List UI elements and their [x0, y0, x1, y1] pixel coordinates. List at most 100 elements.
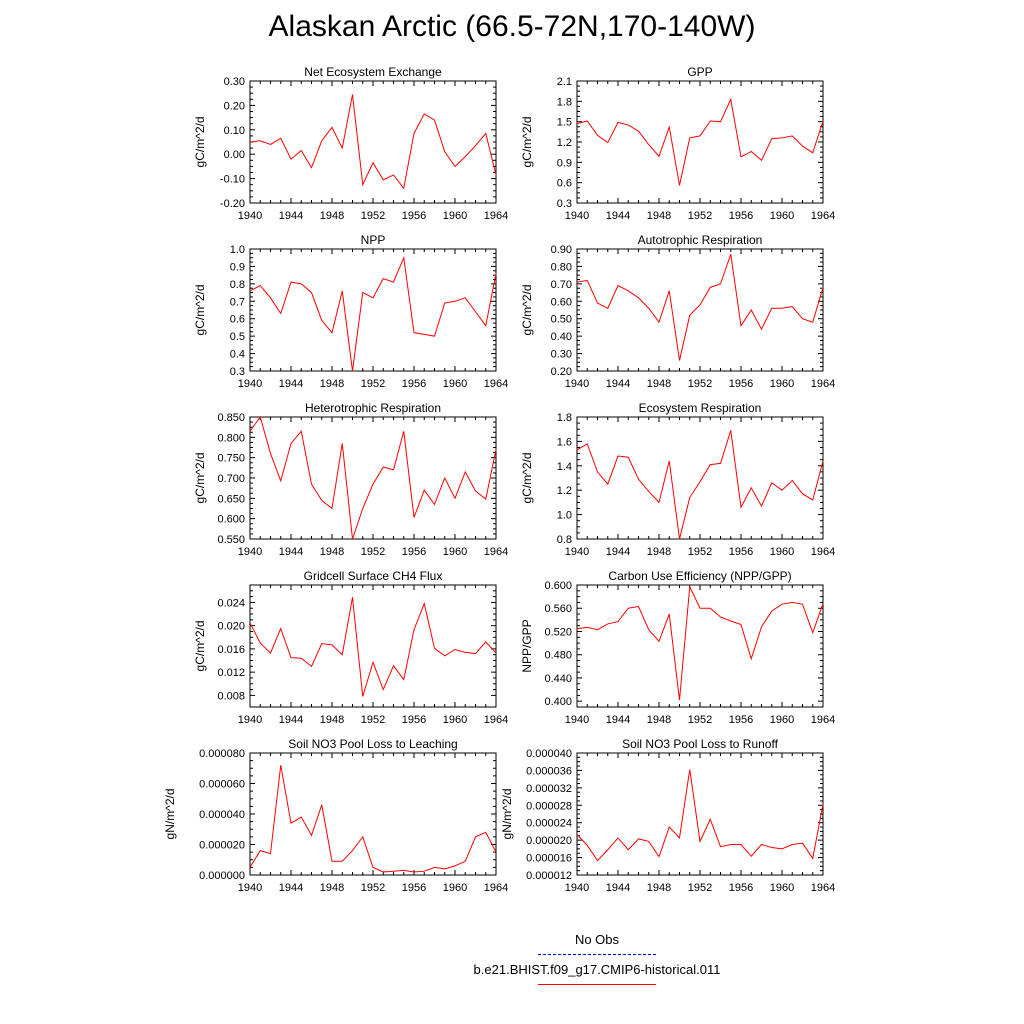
y-tick-label: 0.012: [217, 667, 245, 679]
plot-frame: [249, 752, 497, 876]
x-tick-label: 1944: [279, 882, 303, 894]
y-tick-label: -0.10: [220, 174, 245, 186]
x-tick-label: 1960: [443, 882, 467, 894]
x-tick-label: 1952: [688, 714, 712, 726]
chart-panel: Soil NO3 Pool Loss to Leaching gN/m^2/d 19…: [163, 737, 508, 894]
x-tick-label: 1944: [606, 546, 630, 558]
y-axis-label: gC/m^2/d: [193, 453, 207, 504]
chart-panel: NPP gC/m^2/d 1940 1944 1948 1952 1956 1960 1964 0…: [193, 233, 508, 390]
x-tick-label: 1948: [320, 714, 344, 726]
y-tick-label: 1.2: [557, 137, 572, 149]
y-tick-label: 0.10: [224, 125, 245, 137]
y-axis-label: gC/m^2/d: [520, 285, 534, 336]
series-line: [249, 94, 497, 190]
chart-panel: Soil NO3 Pool Loss to Runoff gN/m^2/d 1940…: [500, 737, 835, 894]
legend-obs-label: No Obs: [574, 932, 620, 947]
x-tick-label: 1948: [647, 210, 671, 222]
x-tick-label: 1952: [361, 546, 385, 558]
x-tick-label: 1960: [443, 714, 467, 726]
x-tick-label: 1952: [361, 210, 385, 222]
x-tick-label: 1940: [238, 210, 262, 222]
x-tick-label: 1960: [770, 546, 794, 558]
chart-title: NPP: [361, 233, 386, 247]
chart-title: Soil NO3 Pool Loss to Leaching: [288, 737, 457, 751]
y-tick-label: 0.000040: [526, 748, 572, 760]
y-tick-label: 0.008: [217, 690, 245, 702]
chart-title: Net Ecosystem Exchange: [304, 65, 442, 79]
x-tick-label: 1964: [811, 210, 835, 222]
chart-panel: GPP gC/m^2/d 1940 1944 1948 1952 1956 1960 1964 0…: [520, 65, 835, 222]
x-tick-label: 1956: [402, 882, 426, 894]
x-tick-label: 1956: [402, 210, 426, 222]
y-tick-label: 0.5: [230, 331, 245, 343]
y-tick-label: 0.40: [551, 331, 572, 343]
series-line: [576, 97, 824, 186]
y-tick-label: 0.024: [217, 597, 245, 609]
x-tick-label: 1956: [402, 546, 426, 558]
y-tick-label: 0.800: [217, 432, 245, 444]
x-tick-label: 1952: [688, 882, 712, 894]
y-tick-label: 0.520: [544, 626, 572, 638]
chart-title: Ecosystem Respiration: [639, 401, 762, 415]
x-tick-label: 1944: [279, 546, 303, 558]
y-tick-label: 0.000036: [526, 765, 572, 777]
x-tick-label: 1956: [729, 714, 753, 726]
x-tick-label: 1948: [647, 546, 671, 558]
x-tick-label: 1940: [238, 882, 262, 894]
y-tick-label: 0.700: [217, 473, 245, 485]
y-tick-label: 0.016: [217, 644, 245, 656]
x-tick-label: 1944: [279, 714, 303, 726]
x-tick-label: 1940: [565, 210, 589, 222]
legend-model-line: [538, 984, 656, 985]
y-tick-label: 0.000060: [199, 779, 245, 791]
x-tick-label: 1948: [647, 882, 671, 894]
plot-frame: [249, 80, 497, 204]
y-axis-label: gN/m^2/d: [163, 789, 177, 840]
x-tick-label: 1948: [320, 546, 344, 558]
x-tick-label: 1944: [279, 378, 303, 390]
chart-title: GPP: [687, 65, 712, 79]
x-tick-label: 1960: [770, 882, 794, 894]
y-tick-label: 1.2: [557, 485, 572, 497]
legend-obs-line: [538, 954, 656, 955]
x-tick-label: 1964: [811, 714, 835, 726]
x-tick-label: 1944: [279, 210, 303, 222]
x-tick-label: 1956: [729, 378, 753, 390]
y-tick-label: 0.440: [544, 673, 572, 685]
series-line: [249, 255, 497, 372]
y-tick-label: 0.4: [230, 349, 245, 361]
y-tick-label: 0.00: [224, 149, 245, 161]
y-tick-label: 0.650: [217, 493, 245, 505]
plot-frame: [576, 80, 824, 204]
chart-title: Autotrophic Respiration: [638, 233, 763, 247]
y-tick-label: 0.50: [551, 314, 572, 326]
x-tick-label: 1940: [238, 714, 262, 726]
y-tick-label: 1.0: [557, 510, 572, 522]
y-tick-label: 0.560: [544, 603, 572, 615]
x-tick-label: 1960: [443, 210, 467, 222]
x-tick-label: 1952: [361, 714, 385, 726]
chart-panel: Carbon Use Efficiency (NPP/GPP) NPP/GPP 19…: [520, 569, 835, 726]
y-tick-label: 0.20: [551, 366, 572, 378]
y-tick-label: 1.4: [557, 461, 572, 473]
x-tick-label: 1940: [565, 378, 589, 390]
y-tick-label: 0.480: [544, 650, 572, 662]
y-tick-label: 0.8: [557, 534, 572, 546]
y-axis-label: gC/m^2/d: [193, 621, 207, 672]
plot-frame: [576, 752, 824, 876]
y-tick-label: 0.400: [544, 696, 572, 708]
x-tick-label: 1964: [484, 378, 508, 390]
y-axis-label: gC/m^2/d: [193, 285, 207, 336]
y-tick-label: 0.550: [217, 534, 245, 546]
y-tick-label: 0.3: [230, 366, 245, 378]
x-tick-label: 1940: [565, 882, 589, 894]
plot-frame: [249, 248, 497, 372]
x-tick-label: 1960: [770, 210, 794, 222]
y-tick-label: 0.6: [557, 178, 572, 190]
x-tick-label: 1956: [402, 378, 426, 390]
y-tick-label: 0.30: [551, 349, 572, 361]
x-tick-label: 1952: [688, 546, 712, 558]
x-tick-label: 1952: [361, 378, 385, 390]
y-tick-label: 0.9: [230, 261, 245, 273]
series-line: [576, 584, 824, 701]
